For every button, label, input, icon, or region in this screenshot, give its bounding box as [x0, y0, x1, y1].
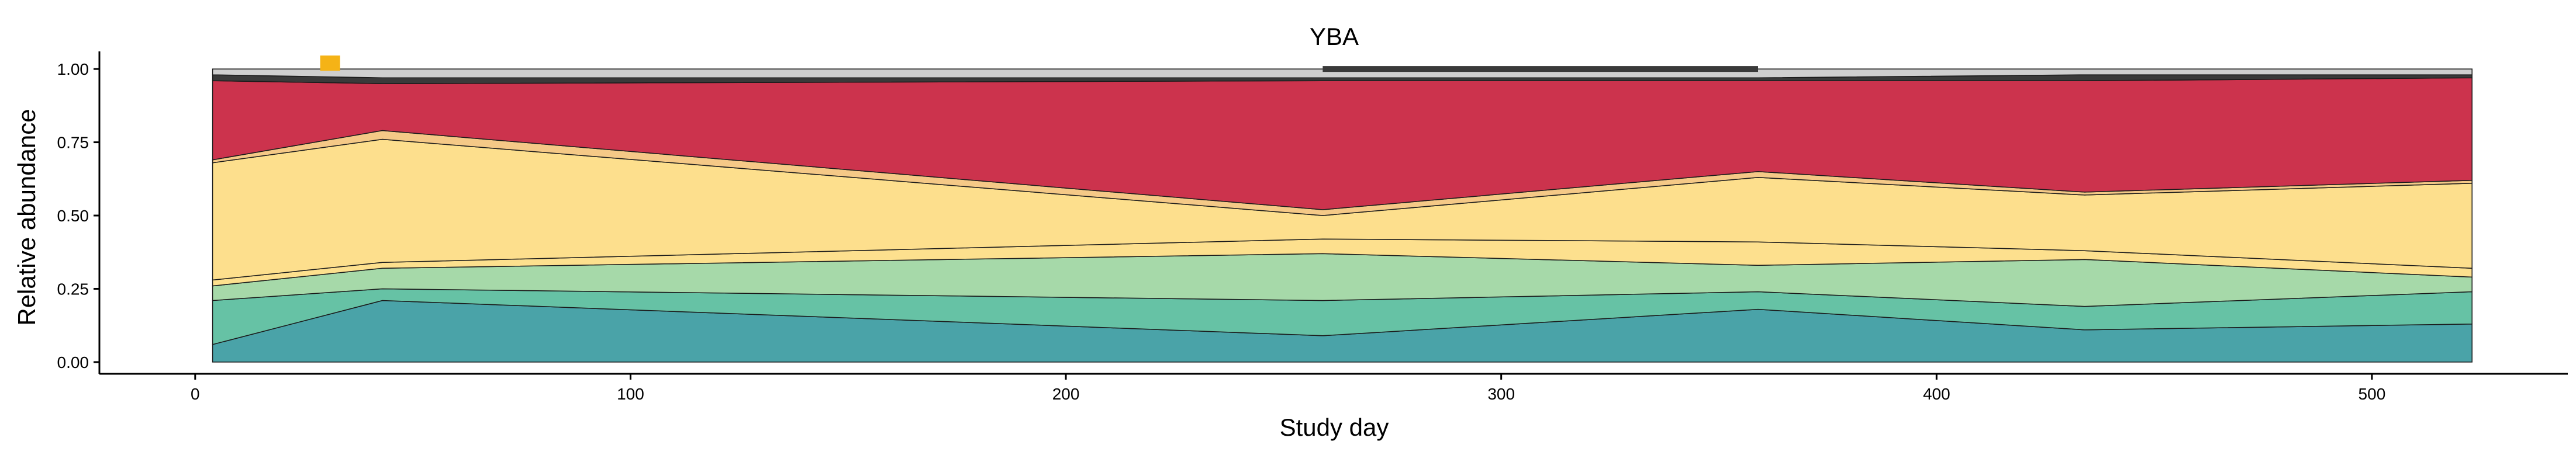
y-tick-label: 0.00 — [57, 353, 89, 371]
chart-title: YBA — [1310, 23, 1359, 50]
overlay-marks — [320, 55, 1759, 72]
x-tick-label: 500 — [2359, 385, 2386, 403]
y-axis-ticks: 0.00 0.25 0.50 0.75 1.00 — [57, 60, 99, 371]
y-tick-label: 0.50 — [57, 207, 89, 225]
y-tick-label: 0.25 — [57, 280, 89, 298]
y-tick-label: 1.00 — [57, 60, 89, 78]
overlay-bar — [1322, 66, 1759, 72]
x-tick-label: 300 — [1487, 385, 1515, 403]
x-axis-title: Study day — [1280, 414, 1389, 441]
y-tick-label: 0.75 — [57, 134, 89, 152]
y-axis-title: Relative abundance — [13, 109, 40, 325]
x-tick-label: 400 — [1923, 385, 1950, 403]
x-tick-label: 100 — [617, 385, 644, 403]
overlay-square-marker — [320, 55, 340, 71]
x-tick-label: 200 — [1052, 385, 1080, 403]
area-layers — [212, 68, 2473, 363]
x-axis-ticks: 0 100 200 300 400 500 — [191, 374, 2385, 403]
x-tick-label: 0 — [191, 385, 200, 403]
